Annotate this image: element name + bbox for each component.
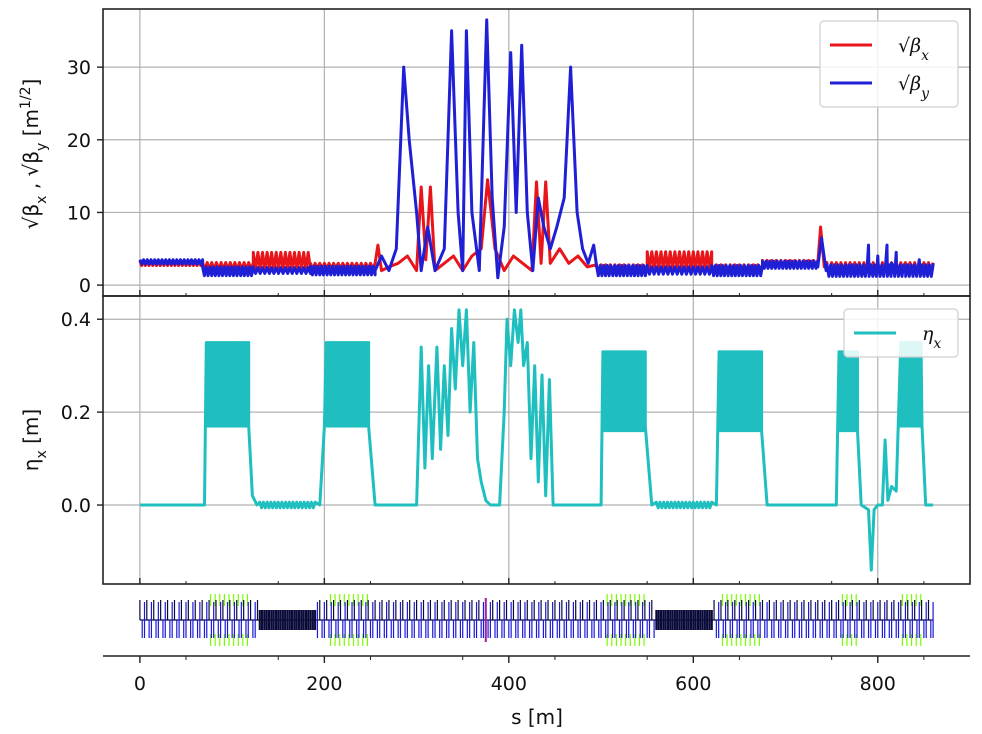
lattice-elements xyxy=(139,594,934,646)
dispersion-x-ticks xyxy=(139,578,925,584)
beta-legend-label-0: √βx xyxy=(898,35,929,64)
beta-function-panel: 0 10 20 30 √βx , √βy [m1/2] √βx √βy xyxy=(18,8,971,297)
beta-ytick-label-2: 20 xyxy=(67,130,91,152)
eta-series-eta-x-line xyxy=(139,308,934,572)
dispersion-y-axis-label: ηx [m] xyxy=(19,409,50,471)
beta-y-ticks: 0 10 20 30 xyxy=(67,57,103,297)
beta-legend: √βx √βy xyxy=(819,20,959,108)
lattice-panel: 0 200 400 600 800 s [m] xyxy=(103,594,970,729)
x-tick-label-200: 200 xyxy=(306,673,342,695)
beta-legend-box xyxy=(819,20,959,108)
beta-ytick-label-0: 0 xyxy=(79,275,91,297)
x-tick-label-0: 0 xyxy=(134,673,146,695)
eta-ytick-label-1: 0.2 xyxy=(61,402,91,424)
dispersion-panel: 0.0 0.2 0.4 ηx [m] ηx xyxy=(19,295,971,585)
dispersion-y-ticks: 0.0 0.2 0.4 xyxy=(61,309,103,517)
dispersion-axes-frame xyxy=(102,295,971,585)
beta-ytick-label-3: 30 xyxy=(67,57,91,79)
x-tick-label-600: 600 xyxy=(675,673,711,695)
eta-legend-label-0: ηx xyxy=(922,323,941,352)
x-tick-label-800: 800 xyxy=(860,673,896,695)
dispersion-legend: ηx xyxy=(843,308,959,358)
eta-ytick-label-0: 0.0 xyxy=(61,495,91,517)
eta-ytick-label-2: 0.4 xyxy=(61,309,91,331)
lattice-x-ticks: 0 200 400 600 800 xyxy=(134,656,925,695)
eta-legend-box xyxy=(843,308,959,358)
beta-ytick-label-1: 10 xyxy=(67,202,91,224)
x-tick-label-400: 400 xyxy=(491,673,527,695)
beta-y-axis-label: √βx , √βy [m1/2] xyxy=(18,79,50,230)
beta-legend-label-1: √βy xyxy=(898,73,930,102)
beta-series-sqrt-beta-y-line xyxy=(138,18,935,280)
x-axis-label: s [m] xyxy=(511,705,563,729)
